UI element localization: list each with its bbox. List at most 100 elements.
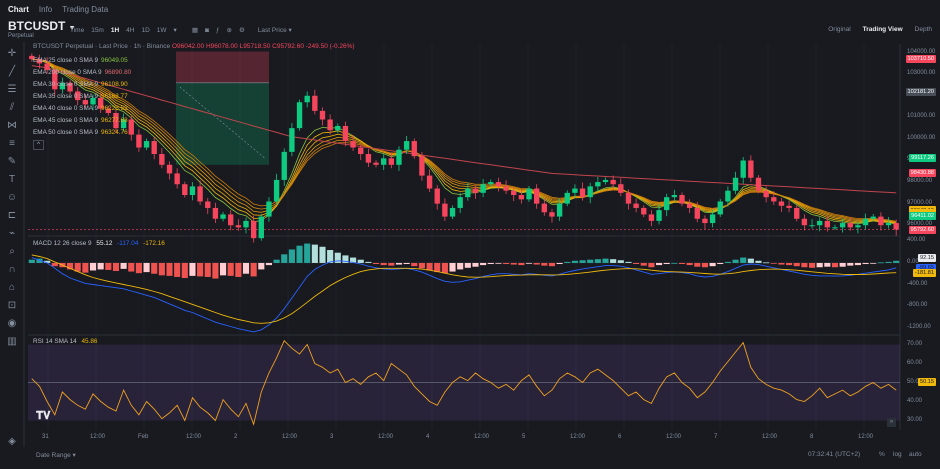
- macd-histogram-bar: [426, 262, 433, 271]
- candle-body: [648, 214, 655, 221]
- symbol-name: BTCUSDT: [8, 19, 66, 33]
- crosshair-icon[interactable]: ✛: [7, 48, 17, 59]
- ema-legend-row[interactable]: EMA 200 close 0 SMA 9 96890.80: [33, 67, 131, 79]
- lock-icon[interactable]: ⌂: [8, 282, 16, 293]
- date-range-button[interactable]: Date Range ▾: [36, 452, 76, 459]
- footer-bar: Date Range ▾ 07:32:41 (UTC+2) % log auto: [0, 447, 940, 469]
- ema-legend-row[interactable]: EMA 25 close 0 SMA 9 96049.05: [33, 55, 131, 67]
- fib-icon[interactable]: ≡: [9, 138, 15, 149]
- horizontal-lines-icon[interactable]: ☰: [7, 84, 17, 95]
- tradingview-logo: 𝐓𝐕: [36, 410, 51, 422]
- macd-histogram-bar: [617, 260, 624, 263]
- lock-drawings-icon[interactable]: ⊡: [7, 300, 17, 311]
- scroll-right-button[interactable]: »: [887, 418, 896, 427]
- collapse-legend-button[interactable]: ^: [33, 140, 44, 150]
- view-trading-view[interactable]: Trading View: [862, 26, 903, 33]
- macd-histogram-bar: [158, 262, 165, 276]
- candle-body: [732, 177, 739, 191]
- tab-info[interactable]: Info: [38, 5, 53, 14]
- interval-1h[interactable]: 1H: [110, 26, 120, 34]
- ema-legend-row[interactable]: EMA 35 close 0 SMA 9 96168.77: [33, 91, 131, 103]
- macd-histogram-bar: [235, 262, 242, 277]
- ohlc-close: C95792.60: [272, 43, 304, 50]
- indicator-icon[interactable]: ƒ: [215, 26, 220, 34]
- magnet-icon[interactable]: ∩: [8, 264, 16, 275]
- price-source-selector[interactable]: Last Price ▾: [257, 27, 292, 34]
- candle-body: [250, 220, 257, 239]
- macd-tick-label: -1200.00: [907, 323, 931, 330]
- position-path-line: [179, 86, 266, 159]
- interval-15m[interactable]: 15m: [91, 26, 104, 34]
- percent-toggle[interactable]: %: [879, 451, 885, 458]
- tab-chart[interactable]: Chart: [8, 5, 29, 14]
- time-tick-label: 12:00: [570, 434, 586, 440]
- rsi-tick-label: 60.00: [907, 359, 923, 366]
- short-position-target-zone: [176, 82, 269, 165]
- macd-histogram-bar: [862, 262, 869, 265]
- emoji-icon[interactable]: ☺: [6, 192, 18, 203]
- macd-histogram-bar: [273, 259, 280, 263]
- macd-histogram-bar: [503, 262, 510, 265]
- brush-icon[interactable]: ✎: [7, 156, 17, 167]
- price-source-label: Last Price: [257, 27, 287, 34]
- candle-body: [228, 214, 234, 226]
- settings-icon[interactable]: ⚙: [238, 27, 245, 34]
- candle-body: [564, 192, 570, 204]
- time-tick-label: 5: [522, 434, 526, 440]
- trend-line-icon[interactable]: ╱: [8, 66, 16, 77]
- grid-icon[interactable]: ▦: [191, 27, 198, 34]
- chevron-down-icon[interactable]: ▾: [173, 27, 177, 34]
- ema-label: EMA 50 close 0 SMA 9: [33, 129, 99, 136]
- interval-4h[interactable]: 4H: [126, 26, 135, 34]
- chart-title-text: BTCUSDT Perpetual · Last Price · 1h · Bi…: [33, 43, 171, 50]
- auto-toggle[interactable]: auto: [909, 451, 922, 458]
- measure-icon[interactable]: ⊏: [7, 210, 17, 221]
- ema-legend-row[interactable]: EMA 30 close 0 SMA 9 96108.90: [33, 79, 131, 91]
- log-toggle[interactable]: log: [893, 451, 902, 458]
- eye-icon[interactable]: ◉: [7, 318, 17, 329]
- macd-histogram-bar: [487, 262, 494, 265]
- tab-trading-data[interactable]: Trading Data: [62, 5, 109, 14]
- macd-histogram-bar: [89, 262, 97, 271]
- candle-body: [602, 179, 609, 183]
- macd-histogram-bar: [801, 262, 808, 268]
- symbol-selector[interactable]: BTCUSDT ▼: [8, 19, 76, 33]
- pattern-icon[interactable]: ⋈: [7, 120, 17, 131]
- time-tick-label: 2: [234, 434, 238, 440]
- ema-legend-row[interactable]: EMA 50 close 0 SMA 9 96324.76: [33, 127, 131, 139]
- zoom-icon[interactable]: ⌕: [9, 246, 15, 257]
- ema-legend-row[interactable]: EMA 45 close 0 SMA 9 96277.68: [33, 115, 131, 127]
- view-depth[interactable]: Depth: [914, 26, 932, 33]
- ohlc-open: O96042.00: [171, 43, 205, 50]
- macd-tick-label: 400.00: [907, 237, 926, 244]
- macd-histogram-bar: [724, 261, 731, 263]
- ema-label: EMA 35 close 0 SMA 9: [33, 93, 99, 100]
- interval-1d[interactable]: 1D: [141, 26, 150, 34]
- camera-icon[interactable]: ◙: [204, 26, 209, 34]
- interval-toolbar: Time 15m 1H 4H 1D 1W ▾ ▦ ◙ ƒ ⊕ ⚙ Last Pr…: [70, 26, 292, 35]
- drawing-toolbar: ✛ ╱ ☰ ⫽ ⋈ ≡ ✎ T ☺ ⊏ ⌁ ⌕ ∩ ⌂ ⊡ ◉ ▥ ◈: [0, 42, 24, 469]
- interval-time[interactable]: Time: [70, 26, 85, 34]
- trash-icon[interactable]: ▥: [7, 336, 17, 347]
- candle-body: [878, 216, 884, 226]
- rsi-value: 45.86: [81, 338, 98, 345]
- text-tool-icon[interactable]: T: [8, 174, 16, 185]
- candle-body: [579, 188, 586, 198]
- candle-body: [885, 223, 892, 226]
- candle-body: [457, 197, 463, 208]
- macd-histogram-bar: [847, 262, 854, 266]
- ruler-icon[interactable]: ⌁: [8, 228, 16, 239]
- view-original[interactable]: Original: [828, 26, 851, 33]
- ema-legend-row[interactable]: EMA 40 close 0 SMA 9 96225.52: [33, 103, 131, 115]
- interval-1w[interactable]: 1W: [156, 26, 167, 34]
- layers-icon[interactable]: ◈: [8, 436, 16, 447]
- ema-value: 96108.90: [101, 81, 128, 88]
- candle-body: [870, 216, 876, 219]
- channel-icon[interactable]: ⫽: [9, 102, 15, 113]
- candle-body: [702, 218, 708, 224]
- macd-histogram-bar: [265, 262, 273, 266]
- candle-body: [817, 220, 823, 226]
- macd-histogram-bar: [893, 260, 900, 263]
- add-icon[interactable]: ⊕: [226, 27, 232, 34]
